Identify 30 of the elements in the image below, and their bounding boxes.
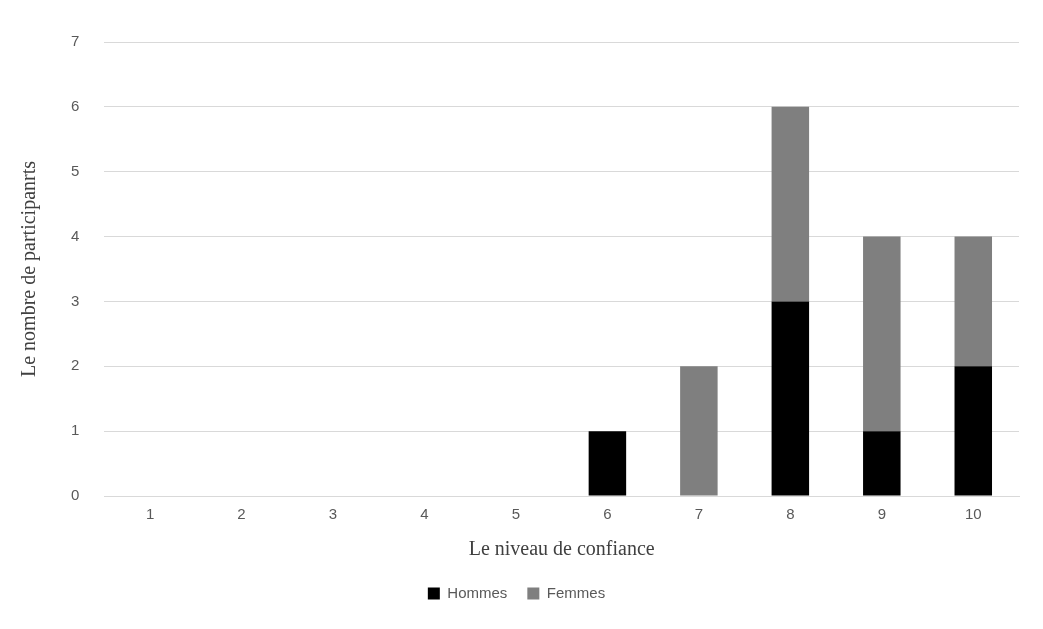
y-tick-label: 4 [71, 226, 80, 244]
bar [863, 431, 901, 496]
y-tick-label: 1 [71, 421, 80, 439]
y-tick-label: 2 [71, 356, 80, 374]
x-tick-label: 7 [694, 505, 704, 523]
bar [863, 236, 901, 432]
x-tick-label: 9 [877, 505, 886, 523]
y-tick-label: 7 [71, 32, 80, 50]
x-axis-title: Le niveau de confiance [468, 537, 655, 560]
y-tick-label: 0 [71, 486, 80, 504]
bar [680, 366, 718, 496]
x-tick-label: 5 [511, 505, 521, 523]
x-tick-label: 8 [786, 505, 795, 523]
legend-label: Femmes [546, 583, 606, 601]
x-tick-label: 2 [237, 505, 246, 523]
y-tick-label: 3 [71, 291, 80, 309]
bar [588, 431, 627, 496]
x-tick-label: 10 [964, 505, 982, 523]
bar [954, 366, 993, 496]
bar [954, 236, 993, 367]
y-axis-title: Le nombre de participanrts [17, 160, 41, 378]
y-tick-label: 5 [71, 161, 80, 179]
bar [771, 106, 810, 302]
x-tick-label: 1 [145, 505, 155, 523]
x-tick-label: 6 [603, 505, 612, 523]
bar [771, 301, 810, 496]
y-tick-label: 6 [71, 97, 80, 114]
x-tick-label: 3 [328, 505, 338, 523]
x-tick-label: 4 [420, 505, 429, 523]
legend-label: Hommes [447, 583, 508, 601]
